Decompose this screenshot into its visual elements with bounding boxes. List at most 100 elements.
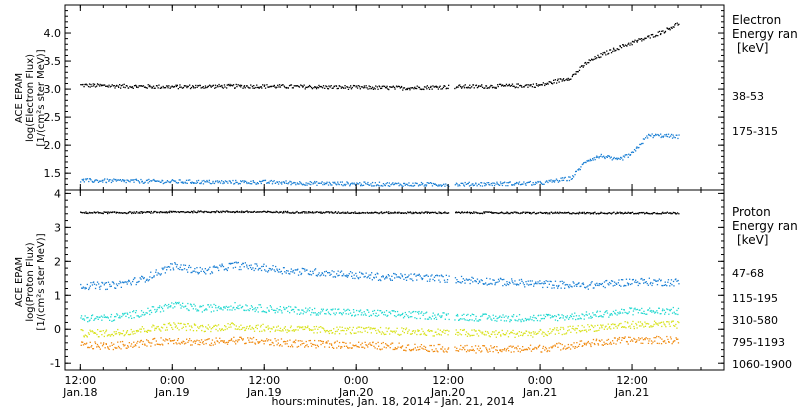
- point-proton-47-68: [601, 212, 603, 214]
- point-proton-47-68: [475, 212, 478, 214]
- point-proton-1060-1900: [314, 339, 316, 342]
- point-proton-1060-1900: [274, 338, 276, 340]
- point-electron-175-315: [611, 159, 613, 161]
- point-proton-1060-1900: [357, 346, 359, 348]
- point-electron-38-53: [112, 85, 115, 87]
- point-proton-310-580: [319, 313, 321, 315]
- point-electron-38-53: [667, 27, 669, 30]
- point-proton-115-195: [171, 263, 173, 265]
- point-proton-795-1193: [388, 327, 390, 329]
- point-proton-47-68: [646, 211, 648, 214]
- point-proton-795-1193: [669, 325, 671, 327]
- point-proton-795-1193: [332, 332, 334, 334]
- point-proton-115-195: [225, 268, 228, 270]
- point-proton-47-68: [427, 211, 429, 213]
- point-electron-175-315: [171, 179, 174, 181]
- point-electron-175-315: [83, 181, 85, 183]
- point-proton-310-580: [398, 313, 400, 316]
- point-electron-38-53: [594, 56, 596, 58]
- point-proton-310-580: [227, 306, 229, 309]
- point-electron-38-53: [187, 85, 189, 88]
- point-proton-47-68: [108, 212, 111, 214]
- point-proton-310-580: [324, 313, 326, 315]
- point-electron-175-315: [208, 179, 210, 181]
- point-proton-795-1193: [441, 331, 443, 333]
- point-electron-38-53: [428, 88, 431, 90]
- point-proton-795-1193: [201, 329, 203, 332]
- point-proton-1060-1900: [457, 350, 459, 352]
- point-proton-795-1193: [313, 326, 315, 328]
- point-proton-310-580: [183, 306, 185, 308]
- point-electron-38-53: [669, 29, 671, 31]
- point-proton-1060-1900: [650, 340, 653, 342]
- point-electron-38-53: [115, 85, 117, 87]
- point-electron-38-53: [239, 84, 241, 86]
- point-electron-38-53: [125, 85, 127, 87]
- point-electron-175-315: [511, 184, 513, 186]
- point-proton-310-580: [316, 313, 318, 315]
- point-proton-115-195: [354, 277, 356, 280]
- point-proton-1060-1900: [187, 341, 189, 343]
- point-electron-175-315: [400, 184, 402, 186]
- point-proton-115-195: [474, 280, 476, 282]
- point-electron-175-315: [194, 182, 196, 184]
- point-electron-38-53: [223, 84, 226, 86]
- point-proton-1060-1900: [655, 337, 657, 339]
- point-proton-1060-1900: [226, 343, 229, 345]
- point-proton-1060-1900: [223, 340, 225, 342]
- point-proton-310-580: [101, 319, 103, 321]
- point-proton-795-1193: [357, 331, 359, 333]
- point-electron-38-53: [578, 69, 581, 71]
- point-proton-47-68: [199, 210, 201, 212]
- point-proton-795-1193: [139, 328, 141, 330]
- point-electron-38-53: [524, 84, 526, 87]
- point-proton-310-580: [277, 311, 279, 313]
- point-electron-175-315: [657, 133, 659, 136]
- point-proton-1060-1900: [293, 340, 295, 343]
- point-proton-115-195: [616, 283, 618, 285]
- point-proton-795-1193: [674, 325, 676, 327]
- point-electron-175-315: [153, 178, 155, 181]
- point-proton-795-1193: [283, 327, 285, 329]
- point-proton-47-68: [348, 212, 351, 214]
- point-proton-795-1193: [534, 331, 536, 333]
- point-proton-310-580: [246, 305, 248, 307]
- point-proton-1060-1900: [181, 342, 183, 344]
- point-proton-115-195: [121, 281, 124, 283]
- point-proton-47-68: [647, 212, 649, 215]
- ytick-label-electron-1: 2.0: [44, 139, 62, 152]
- point-proton-310-580: [97, 318, 99, 320]
- point-proton-310-580: [145, 312, 147, 314]
- point-electron-38-53: [264, 87, 267, 89]
- point-proton-47-68: [599, 212, 602, 214]
- point-electron-38-53: [547, 83, 549, 85]
- point-electron-38-53: [585, 61, 587, 64]
- point-proton-47-68: [230, 211, 232, 213]
- point-proton-795-1193: [414, 330, 417, 332]
- point-proton-47-68: [571, 213, 573, 215]
- point-proton-47-68: [120, 212, 123, 214]
- point-electron-175-315: [384, 184, 386, 187]
- point-proton-1060-1900: [135, 345, 137, 347]
- point-electron-175-315: [128, 180, 130, 182]
- point-electron-175-315: [341, 181, 343, 183]
- point-proton-47-68: [659, 213, 661, 215]
- point-proton-115-195: [410, 273, 412, 275]
- point-proton-310-580: [253, 308, 255, 310]
- point-proton-1060-1900: [117, 341, 119, 343]
- point-proton-310-580: [365, 314, 367, 316]
- point-electron-175-315: [619, 158, 621, 160]
- point-electron-175-315: [380, 184, 383, 187]
- point-proton-310-580: [496, 317, 498, 320]
- point-proton-310-580: [591, 316, 593, 319]
- point-proton-115-195: [476, 278, 479, 280]
- proton-ylabel-line-2: log(Proton Flux): [25, 242, 36, 321]
- point-proton-47-68: [168, 211, 171, 214]
- point-proton-795-1193: [379, 331, 381, 333]
- point-proton-1060-1900: [170, 340, 172, 342]
- point-electron-38-53: [448, 84, 450, 86]
- point-electron-175-315: [661, 135, 663, 137]
- point-electron-38-53: [472, 84, 475, 86]
- point-proton-1060-1900: [289, 346, 292, 348]
- point-electron-38-53: [250, 84, 252, 86]
